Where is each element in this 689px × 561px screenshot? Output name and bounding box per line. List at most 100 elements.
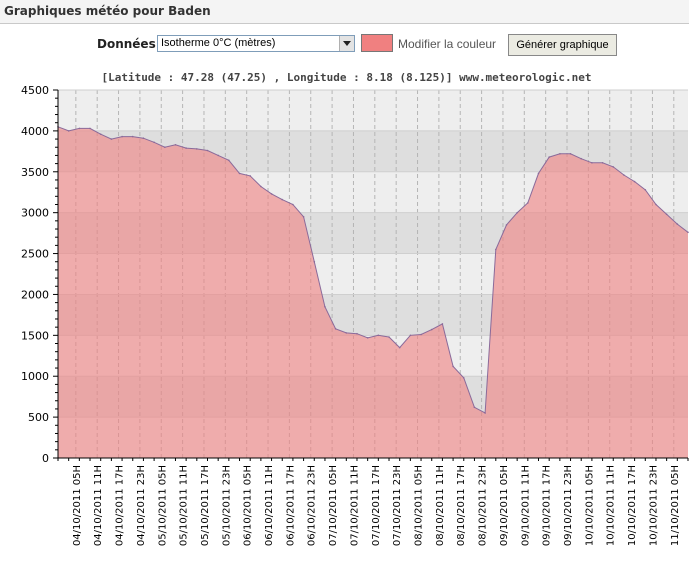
x-tick-label: 10/10/2011 17H (627, 465, 638, 546)
data-point (89, 127, 91, 130)
data-point (601, 162, 604, 164)
x-tick-label: 05/10/2011 05H (157, 465, 168, 546)
x-tick-label: 07/10/2011 23H (392, 465, 403, 546)
x-tick-label: 05/10/2011 23H (221, 465, 232, 546)
x-tick-label: 09/10/2011 05H (499, 465, 510, 546)
data-point (441, 323, 444, 325)
x-tick-label: 05/10/2011 17H (200, 465, 211, 546)
data-point (377, 334, 380, 337)
x-tick-label: 08/10/2011 05H (414, 465, 425, 546)
x-tick-label: 09/10/2011 23H (563, 465, 574, 546)
coordinates-text: [Latitude : 47.28 (47.25) , Longitude : … (101, 71, 592, 84)
data-point (131, 135, 134, 138)
data-select-value: Isotherme 0°C (mètres) (161, 37, 276, 49)
data-point (142, 137, 145, 139)
y-tick-labels: 0 500 1000 1500 2000 2500 3000 3500 4000 4500 (21, 84, 49, 465)
x-tick-label: 07/10/2011 11H (349, 465, 360, 546)
data-point (473, 406, 476, 409)
data-point (78, 127, 81, 130)
data-point (366, 337, 369, 339)
data-point (324, 305, 326, 308)
data-point (121, 135, 123, 138)
data-point (110, 138, 113, 140)
data-point (420, 333, 422, 336)
data-point (185, 147, 187, 149)
data-point (388, 336, 390, 338)
data-point (505, 224, 508, 226)
color-swatch[interactable] (361, 34, 393, 52)
x-tick-label: 07/10/2011 17H (371, 465, 382, 546)
data-point (591, 162, 593, 164)
data-point (516, 211, 518, 214)
x-tick-label: 04/10/2011 11H (93, 465, 104, 546)
data-point (398, 346, 401, 349)
x-tick-label: 04/10/2011 05H (72, 465, 83, 546)
x-tick-label: 06/10/2011 05H (243, 465, 254, 546)
data-point (292, 203, 294, 206)
data-point (260, 185, 262, 188)
x-tick-label: 06/10/2011 17H (285, 465, 296, 546)
data-point (356, 332, 358, 335)
data-point (249, 175, 251, 177)
data-point (644, 189, 647, 191)
x-tick-label: 07/10/2011 05H (328, 465, 339, 546)
data-point (313, 260, 316, 263)
y-tick-label: 4000 (21, 125, 49, 138)
x-tick-label: 04/10/2011 17H (115, 465, 126, 546)
data-point (206, 149, 209, 152)
data-point (174, 144, 177, 146)
x-tick-label: 06/10/2011 23H (307, 465, 318, 546)
x-tick-label: 08/10/2011 23H (478, 465, 489, 546)
data-point (495, 248, 497, 251)
x-tick-label: 09/10/2011 17H (542, 465, 553, 546)
data-point (537, 172, 540, 175)
x-tick-label: 05/10/2011 11H (179, 465, 190, 546)
page-title: Graphiques météo pour Baden (4, 4, 211, 18)
data-point (281, 198, 284, 201)
data-point (238, 172, 241, 175)
data-point (228, 159, 230, 162)
data-label: Données (97, 37, 156, 51)
area-line (57, 126, 689, 414)
data-point (302, 216, 305, 218)
data-select[interactable]: Isotherme 0°C (mètres) (157, 35, 355, 52)
chevron-down-icon[interactable] (339, 36, 354, 51)
background-band (58, 90, 688, 131)
x-tick-label: 10/10/2011 11H (606, 465, 617, 546)
data-point (270, 193, 273, 195)
modify-color-link[interactable]: Modifier la couleur (398, 37, 497, 51)
data-point (452, 365, 454, 368)
data-point (99, 133, 102, 135)
y-tick-label: 500 (28, 411, 49, 424)
x-tick-label: 06/10/2011 11H (264, 465, 275, 546)
data-point (409, 334, 412, 337)
data-point (655, 203, 657, 206)
data-point (612, 166, 615, 168)
data-point (580, 157, 582, 160)
y-tick-label: 2000 (21, 288, 49, 301)
title-bar: Graphiques météo pour Baden (0, 0, 689, 24)
chart-axes (53, 89, 689, 461)
generate-chart-button[interactable]: Générer graphique (508, 34, 617, 56)
x-tick-label: 11/10/2011 05H (670, 465, 681, 546)
y-tick-label: 4500 (21, 84, 49, 97)
data-point (430, 328, 433, 331)
data-point (548, 156, 550, 158)
data-point (687, 231, 689, 234)
data-point (196, 148, 198, 150)
data-point (665, 213, 668, 216)
data-point (164, 146, 166, 148)
x-tick-label: 04/10/2011 23H (136, 465, 147, 546)
area-fill (58, 126, 688, 459)
data-point (334, 328, 337, 330)
data-point (559, 153, 561, 155)
data-point (676, 223, 679, 225)
x-tick-label: 08/10/2011 17H (456, 465, 467, 546)
data-point (463, 377, 465, 379)
data-point (67, 130, 70, 132)
y-tick-label: 3000 (21, 207, 49, 220)
y-tick-label: 2500 (21, 248, 49, 261)
data-point (345, 332, 348, 334)
x-tick-label: 09/10/2011 11H (520, 465, 531, 546)
